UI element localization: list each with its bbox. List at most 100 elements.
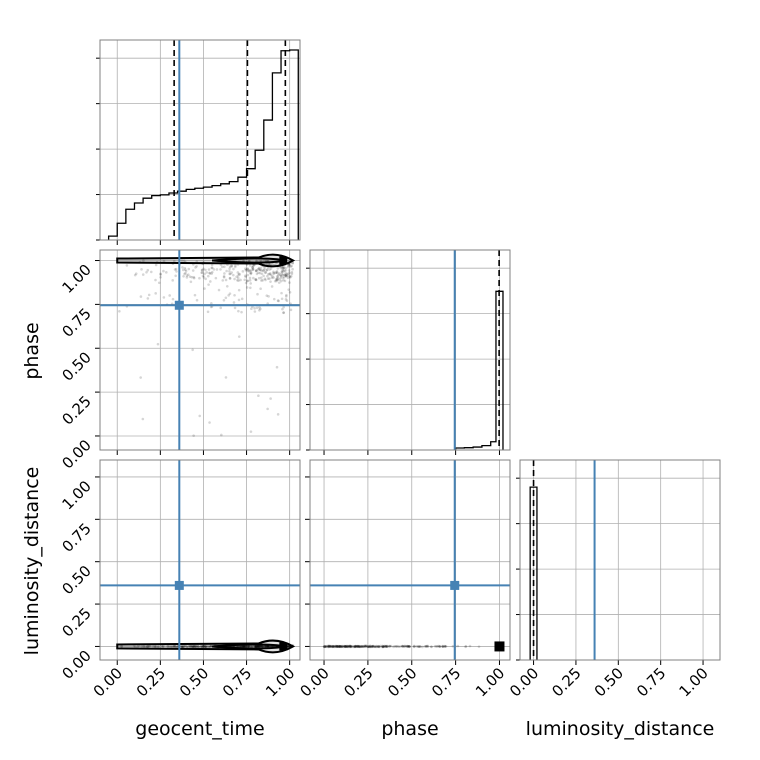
phase-vs-geocent-time-sample	[159, 275, 162, 279]
luminosity-distance-vs-phase-sample	[408, 645, 411, 648]
luminosity-distance-vs-phase-sample	[426, 644, 430, 648]
luminosity-distance-vs-phase-sample	[362, 645, 366, 648]
phase-vs-geocent-time-sample	[276, 271, 279, 275]
luminosity-distance-vs-phase-sample	[433, 644, 437, 648]
luminosity-distance-vs-phase-sample	[355, 645, 358, 648]
phase-vs-geocent-time-sample	[284, 271, 288, 275]
luminosity-distance-vs-geocent-time-sample	[204, 645, 207, 649]
luminosity-distance-vs-phase-sample	[382, 645, 386, 648]
luminosity-distance-vs-phase-sample	[346, 645, 349, 649]
panel-luminosity-distance-vs-geocent-time: 0.00 0.25 0.50 0.75 1.000.000.250.500.751.00	[58, 459, 301, 700]
luminosity-distance-vs-geocent-time-sample	[182, 645, 185, 649]
phase-vs-geocent-time-sample	[282, 305, 285, 309]
luminosity-distance-vs-phase-sample	[328, 645, 332, 648]
phase-vs-geocent-time-sample	[262, 259, 266, 262]
phase-vs-geocent-time-sample	[244, 274, 247, 278]
luminosity-distance-vs-phase-sample	[348, 644, 352, 648]
luminosity-distance-vs-phase-sample	[331, 645, 335, 648]
phase-vs-geocent-time-sample	[282, 266, 286, 270]
luminosity-distance-vs-phase-sample	[324, 645, 327, 648]
luminosity-distance-vs-phase-sample	[378, 645, 381, 649]
luminosity-distance-vs-phase-sample	[353, 645, 357, 648]
phase-vs-geocent-time-sample	[286, 276, 290, 280]
phase-vs-geocent-time-peak-marker	[279, 256, 288, 265]
luminosity-distance-vs-geocent-time-sample	[254, 645, 258, 648]
luminosity-distance-vs-phase-sample	[357, 645, 361, 648]
phase-vs-geocent-time-sample	[204, 277, 207, 281]
phase-vs-geocent-time-sample	[184, 268, 187, 272]
phase-vs-geocent-time-sample	[200, 269, 204, 272]
luminosity-distance-vs-geocent-time-sample	[287, 645, 290, 648]
luminosity-distance-vs-phase-sample	[344, 645, 347, 648]
phase-vs-geocent-time-sample	[222, 275, 226, 278]
hist-luminosity-distance-xtick-label: 1.00	[676, 664, 712, 700]
phase-vs-geocent-time-sample	[257, 276, 261, 280]
phase-vs-geocent-time-sample	[222, 298, 226, 302]
phase-vs-geocent-time-sample	[180, 259, 184, 263]
luminosity-distance-vs-phase-sample	[358, 645, 362, 649]
phase-vs-geocent-time-sample	[281, 265, 285, 269]
luminosity-distance-vs-phase-sample	[424, 645, 428, 648]
phase-vs-geocent-time-sample	[272, 272, 275, 276]
luminosity-distance-vs-geocent-time-sample	[204, 645, 207, 649]
phase-vs-geocent-time-sample	[191, 348, 194, 352]
luminosity-distance-vs-phase-xtick-label: 0.75	[428, 664, 464, 700]
luminosity-distance-vs-geocent-time-peak-marker	[279, 642, 288, 651]
phase-vs-geocent-time-sample	[254, 269, 258, 273]
luminosity-distance-vs-phase-sample	[338, 645, 342, 648]
phase-vs-geocent-time-sample	[159, 273, 162, 276]
phase-vs-geocent-time-sample	[149, 270, 153, 274]
luminosity-distance-vs-geocent-time-sample	[257, 645, 261, 648]
phase-vs-geocent-time-sample	[222, 275, 226, 279]
luminosity-distance-vs-phase-sample	[366, 645, 370, 649]
phase-vs-geocent-time-sample	[290, 272, 294, 276]
luminosity-distance-vs-phase-sample	[333, 645, 337, 648]
luminosity-distance-vs-phase-sample	[408, 645, 412, 648]
luminosity-distance-vs-geocent-time-xtick-label: 0.50	[176, 664, 212, 700]
phase-vs-geocent-time-sample	[272, 276, 275, 279]
phase-vs-geocent-time-sample	[248, 276, 252, 280]
luminosity-distance-vs-phase-sample	[333, 645, 336, 649]
phase-vs-geocent-time-sample	[272, 271, 276, 275]
luminosity-distance-vs-geocent-time-sample	[209, 644, 213, 648]
luminosity-distance-vs-phase-sample	[329, 645, 333, 648]
phase-vs-geocent-time-sample	[146, 297, 150, 300]
luminosity-distance-vs-geocent-time-sample	[191, 645, 195, 649]
phase-vs-geocent-time-sample	[209, 280, 212, 283]
luminosity-distance-vs-phase-sample	[407, 645, 411, 649]
luminosity-distance-vs-phase-sample	[343, 645, 347, 648]
luminosity-distance-vs-phase-sample	[327, 644, 331, 648]
luminosity-distance-vs-geocent-time-sample	[259, 644, 262, 648]
y-axis-label-luminosity-distance: luminosity_distance	[21, 467, 43, 656]
luminosity-distance-vs-phase-sample	[367, 645, 370, 649]
luminosity-distance-vs-geocent-time-sample	[266, 645, 270, 648]
luminosity-distance-vs-phase-sample	[464, 644, 468, 648]
luminosity-distance-vs-phase-sample	[477, 645, 481, 648]
phase-vs-geocent-time-sample	[280, 274, 283, 278]
luminosity-distance-vs-phase-sample	[338, 644, 342, 648]
luminosity-distance-vs-phase-sample	[353, 645, 357, 649]
phase-vs-geocent-time-sample	[268, 272, 271, 276]
phase-vs-geocent-time-sample	[250, 307, 253, 311]
phase-vs-geocent-time-sample	[145, 270, 148, 274]
phase-vs-geocent-time-sample	[237, 298, 241, 302]
luminosity-distance-vs-geocent-time-truth-marker	[174, 580, 184, 590]
phase-vs-geocent-time-sample	[280, 291, 283, 295]
luminosity-distance-vs-phase-sample	[331, 644, 335, 648]
phase-vs-geocent-time-sample	[241, 270, 245, 273]
luminosity-distance-vs-geocent-time-sample	[208, 644, 212, 648]
luminosity-distance-vs-geocent-time-sample	[263, 645, 267, 648]
phase-vs-geocent-time-sample	[281, 266, 284, 270]
luminosity-distance-vs-phase-sample	[373, 645, 377, 649]
hist-luminosity-distance-xtick-label: 0.75	[633, 664, 669, 700]
luminosity-distance-vs-phase-xtick-label: 1.00	[472, 664, 508, 700]
phase-vs-geocent-time-sample	[230, 271, 234, 274]
luminosity-distance-vs-phase-sample	[362, 645, 365, 648]
phase-vs-geocent-time-sample	[257, 271, 260, 275]
luminosity-distance-vs-phase-sample	[412, 645, 416, 648]
luminosity-distance-vs-geocent-time-sample	[263, 645, 267, 648]
phase-vs-geocent-time-sample	[249, 271, 253, 275]
phase-vs-geocent-time-sample	[279, 266, 283, 270]
luminosity-distance-vs-phase-sample	[349, 645, 353, 649]
hist-luminosity-distance-xtick-label: 0.50	[591, 664, 627, 700]
